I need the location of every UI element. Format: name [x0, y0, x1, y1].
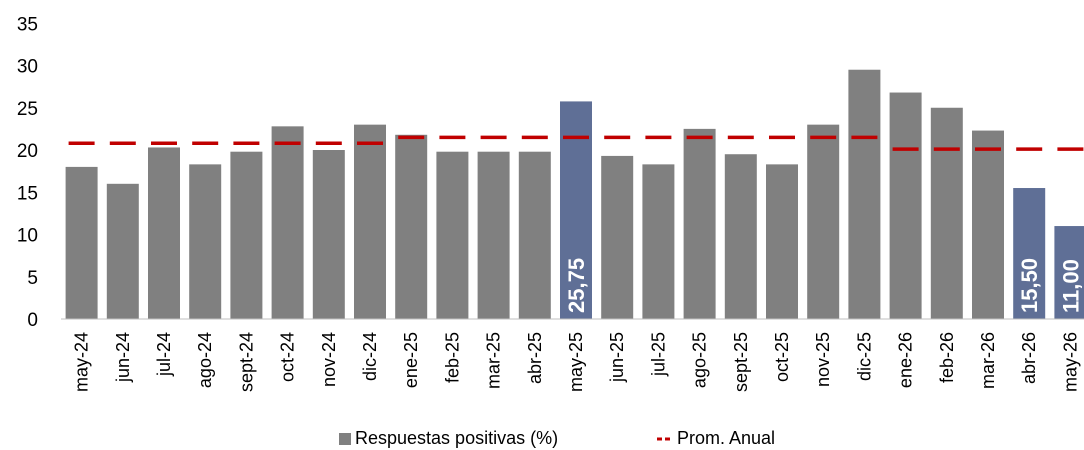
bar	[189, 164, 222, 319]
x-tick-label: oct-25	[772, 332, 792, 382]
bar	[106, 183, 139, 319]
bar-data-label: 25,75	[564, 258, 589, 313]
x-tick-label: may-25	[566, 332, 586, 392]
x-tick-label: ago-25	[690, 332, 710, 388]
bars	[65, 69, 1084, 320]
x-tick-label: jul-25	[648, 332, 668, 377]
bar	[683, 128, 716, 319]
bar	[1013, 188, 1046, 319]
bar	[477, 151, 510, 319]
x-tick-label: sept-25	[731, 332, 751, 392]
y-tick-label: 5	[27, 268, 38, 289]
bar	[65, 166, 98, 319]
y-tick-label: 0	[27, 310, 38, 331]
bar	[436, 151, 469, 319]
x-tick-label: may-24	[72, 332, 92, 392]
legend: Respuestas positivas (%) Prom. Anual	[339, 428, 775, 448]
y-axis: 0 5 10 15 20 25 30 35	[17, 14, 38, 331]
bar	[518, 151, 551, 319]
legend-line-label: Prom. Anual	[677, 428, 775, 448]
bar-data-label: 11,00	[1058, 259, 1083, 313]
x-tick-label: mar-26	[978, 332, 998, 389]
bar-data-label: 15,50	[1017, 258, 1042, 313]
y-tick-label: 30	[17, 57, 38, 78]
bar	[766, 164, 798, 319]
x-tick-label: mar-25	[484, 332, 504, 389]
bar	[724, 154, 757, 319]
bar	[889, 92, 922, 319]
bar	[807, 124, 840, 320]
x-tick-label: jun-25	[607, 332, 627, 383]
x-tick-label: feb-25	[442, 332, 462, 383]
bar	[354, 124, 386, 320]
bar	[230, 151, 263, 319]
bar-labels: 25,75 15,50 11,00	[564, 258, 1083, 313]
x-tick-label: may-26	[1060, 332, 1080, 392]
bar	[271, 126, 304, 319]
average-line	[68, 135, 1084, 151]
x-tick-label: nov-24	[319, 332, 339, 387]
bar	[312, 150, 345, 319]
legend-bar-swatch	[339, 433, 351, 445]
x-tick-label: ago-24	[195, 332, 215, 388]
x-tick-label: jun-24	[113, 332, 133, 383]
x-tick-label: abr-25	[525, 332, 545, 384]
x-tick-label: abr-26	[1019, 332, 1039, 384]
x-tick-label: nov-25	[813, 332, 833, 387]
bar	[1054, 226, 1084, 319]
x-tick-label: dic-25	[854, 332, 874, 381]
x-tick-label: sept-24	[236, 332, 256, 392]
x-tick-label: feb-26	[937, 332, 957, 383]
bar	[642, 164, 675, 319]
x-tick-label: ene-26	[896, 332, 916, 388]
bar	[848, 69, 881, 319]
bar	[395, 134, 428, 319]
x-tick-label: jul-24	[154, 332, 174, 377]
y-tick-label: 35	[17, 14, 38, 35]
x-tick-label: oct-24	[278, 332, 298, 382]
y-tick-label: 10	[17, 226, 38, 247]
bar	[972, 130, 1004, 319]
legend-bar-label: Respuestas positivas (%)	[355, 428, 558, 448]
bar	[148, 147, 180, 319]
x-tick-label: dic-24	[360, 332, 380, 381]
y-tick-label: 25	[17, 99, 38, 120]
x-tick-label: ene-25	[401, 332, 421, 388]
y-tick-label: 20	[17, 141, 38, 162]
bar	[601, 155, 634, 319]
x-axis: may-24 jun-24 jul-24 ago-24 sept-24 oct-24 nov…	[61, 318, 1084, 392]
y-tick-label: 15	[17, 183, 38, 204]
bar	[930, 107, 963, 319]
